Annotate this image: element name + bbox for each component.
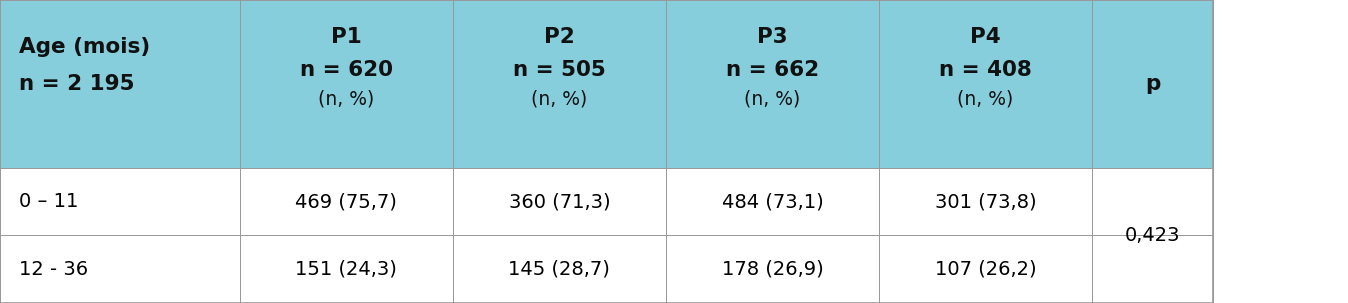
Text: 107 (26,2): 107 (26,2): [934, 260, 1037, 278]
Text: n = 408: n = 408: [940, 60, 1031, 80]
Bar: [453, 168, 666, 235]
Bar: [0, 0, 240, 168]
Text: p: p: [1144, 74, 1161, 94]
Bar: [0, 168, 240, 235]
Text: (n, %): (n, %): [318, 90, 375, 109]
Bar: [879, 235, 1092, 303]
Bar: [666, 168, 879, 235]
Bar: [666, 235, 879, 303]
Text: P2: P2: [545, 27, 574, 47]
Text: n = 662: n = 662: [725, 60, 820, 80]
Text: Age (mois): Age (mois): [19, 37, 151, 57]
Text: 301 (73,8): 301 (73,8): [934, 192, 1037, 211]
Text: (n, %): (n, %): [957, 90, 1014, 109]
Bar: [879, 0, 1092, 168]
Bar: [240, 235, 453, 303]
Bar: [453, 235, 666, 303]
Bar: [240, 168, 453, 235]
Text: 469 (75,7): 469 (75,7): [295, 192, 398, 211]
Text: 360 (71,3): 360 (71,3): [508, 192, 611, 211]
Bar: [666, 0, 879, 168]
Bar: [0, 235, 240, 303]
Bar: [879, 168, 1092, 235]
Bar: [1092, 235, 1213, 303]
Text: 0 – 11: 0 – 11: [19, 192, 78, 211]
Text: n = 2 195: n = 2 195: [19, 74, 135, 94]
Text: n = 620: n = 620: [301, 60, 392, 80]
Text: 151 (24,3): 151 (24,3): [295, 260, 398, 278]
Bar: [1092, 168, 1213, 235]
Text: 145 (28,7): 145 (28,7): [508, 260, 611, 278]
Bar: [240, 0, 453, 168]
Bar: [453, 0, 666, 168]
Bar: [1092, 0, 1213, 168]
Text: 484 (73,1): 484 (73,1): [721, 192, 824, 211]
Text: n = 505: n = 505: [514, 60, 605, 80]
Text: P4: P4: [971, 27, 1000, 47]
Text: 0,423: 0,423: [1124, 226, 1181, 245]
Text: (n, %): (n, %): [531, 90, 588, 109]
Text: 178 (26,9): 178 (26,9): [721, 260, 824, 278]
Text: (n, %): (n, %): [744, 90, 801, 109]
Text: 12 - 36: 12 - 36: [19, 260, 89, 278]
Text: P3: P3: [758, 27, 787, 47]
Text: P1: P1: [332, 27, 361, 47]
